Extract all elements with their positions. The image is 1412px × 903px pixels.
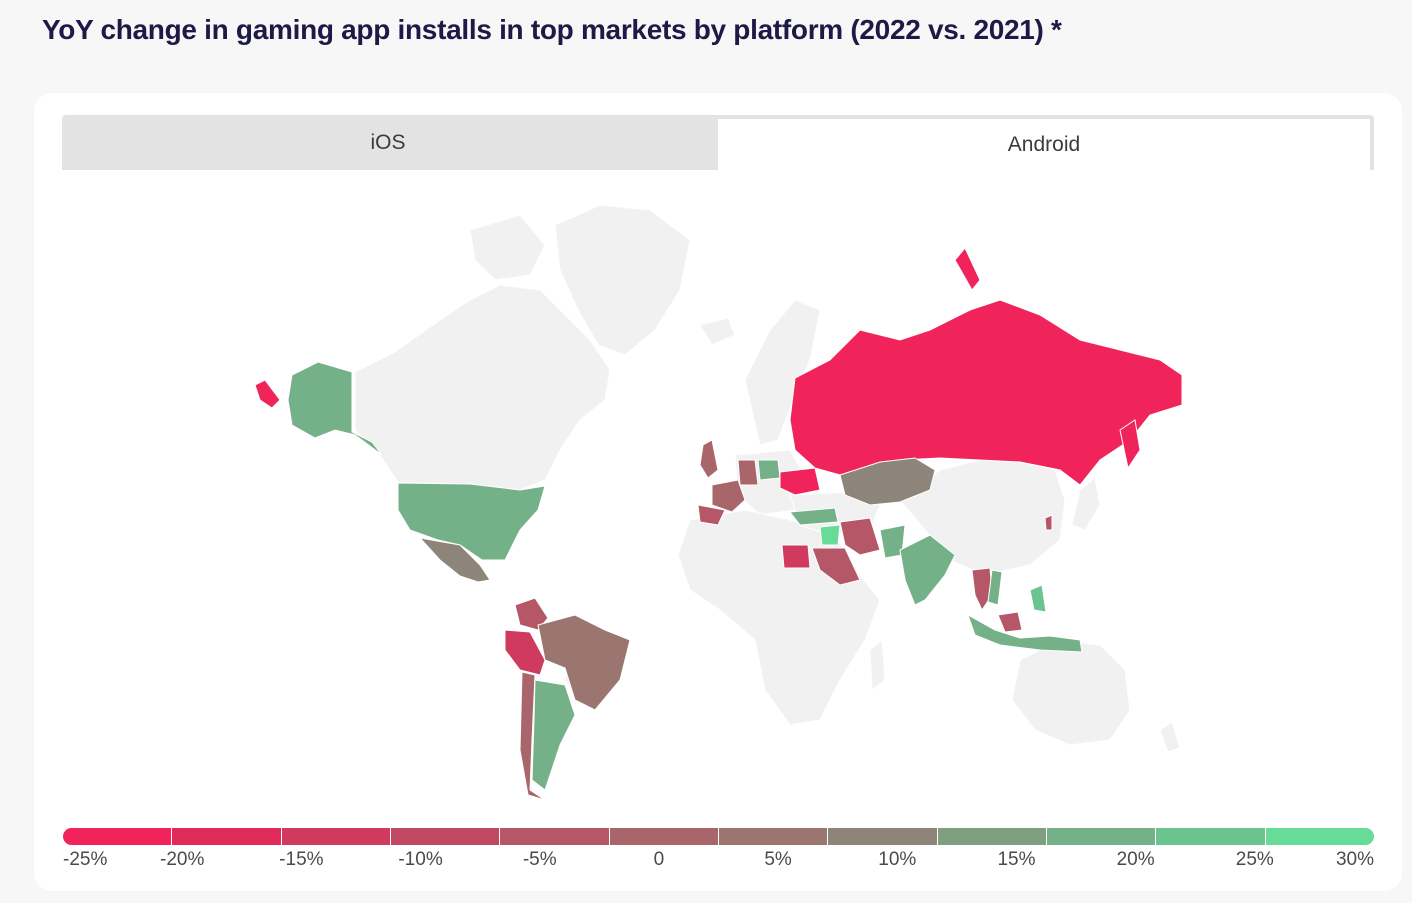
region-iraq (819, 524, 841, 546)
legend-tick-label: -5% (522, 849, 557, 870)
page-title: YoY change in gaming app installs in top… (42, 14, 1062, 45)
legend-swatch (1046, 828, 1157, 845)
region-alaska (287, 361, 383, 456)
legend-tick-label: -20% (159, 849, 205, 870)
region-thailand (971, 567, 993, 612)
color-legend: -25% -20% -15% -10% -5% 0 5% 10% 15% 20% 25% 30% (63, 828, 1374, 879)
legend-tick-label: 5% (764, 849, 792, 870)
legend-swatch (1156, 828, 1266, 845)
region-vietnam (987, 569, 1003, 606)
region-germany (737, 459, 759, 486)
region-novaya-zemlya (954, 247, 981, 291)
platform-tabs: iOS Android (62, 115, 1374, 170)
legend-tick-label: 10% (878, 849, 917, 870)
region-japan (1071, 477, 1101, 531)
legend-tick-label: -10% (398, 849, 443, 870)
region-kamchatka (1119, 419, 1141, 470)
map-card: iOS Android (34, 93, 1402, 891)
region-france (711, 479, 746, 513)
legend-tick-label: 20% (1116, 849, 1155, 870)
legend-swatch (500, 828, 610, 845)
region-peru (504, 629, 546, 676)
legend-tick-label: 0 (653, 849, 665, 870)
tab-android[interactable]: Android (714, 115, 1374, 170)
region-turkey (789, 507, 839, 526)
world-map (254, 204, 1183, 801)
region-india (899, 534, 956, 606)
region-spain (697, 504, 726, 526)
legend-swatch (609, 828, 719, 845)
region-usa (397, 482, 546, 561)
region-uk (699, 439, 719, 479)
region-mexico (418, 537, 491, 583)
legend-swatch (718, 828, 829, 845)
legend-swatch (390, 828, 501, 845)
region-australia (1011, 639, 1131, 746)
legend-swatch (281, 828, 391, 845)
legend-swatch (63, 828, 173, 845)
region-poland (757, 459, 781, 481)
region-russia (789, 299, 1183, 486)
region-greenland (554, 204, 691, 356)
legend-tick-label: -25% (63, 849, 108, 870)
legend-ticks: -25% -20% -15% -10% -5% 0 5% 10% 15% 20% 25% 30% (63, 849, 1374, 879)
region-egypt (781, 544, 811, 569)
legend-swatch (1265, 828, 1374, 845)
region-new-zealand (1159, 721, 1181, 753)
region-argentina (531, 679, 576, 791)
legend-tick-label: 25% (1235, 849, 1274, 870)
region-south-korea (1044, 514, 1053, 531)
region-kazakhstan (839, 457, 936, 506)
region-ukraine (779, 467, 821, 496)
region-philippines (1029, 584, 1047, 613)
legend-color-bar (63, 828, 1374, 845)
region-chukotka (254, 379, 281, 409)
legend-swatch (937, 828, 1047, 845)
legend-tick-label: 15% (997, 849, 1036, 870)
region-malaysia (997, 611, 1023, 633)
region-iceland (699, 317, 736, 346)
region-canada (354, 284, 611, 491)
region-brazil (537, 614, 631, 711)
region-indonesia (967, 613, 1083, 653)
region-madagascar (869, 638, 886, 691)
legend-swatch (828, 828, 938, 845)
region-iran (839, 517, 881, 556)
region-saudi-arabia (811, 547, 861, 586)
region-scandinavia (744, 299, 821, 446)
legend-tick-label: -15% (279, 849, 324, 870)
region-arctic-islands (469, 214, 546, 281)
legend-swatch (172, 828, 282, 845)
legend-tick-label: 30% (1335, 849, 1374, 870)
tab-ios[interactable]: iOS (62, 115, 714, 170)
